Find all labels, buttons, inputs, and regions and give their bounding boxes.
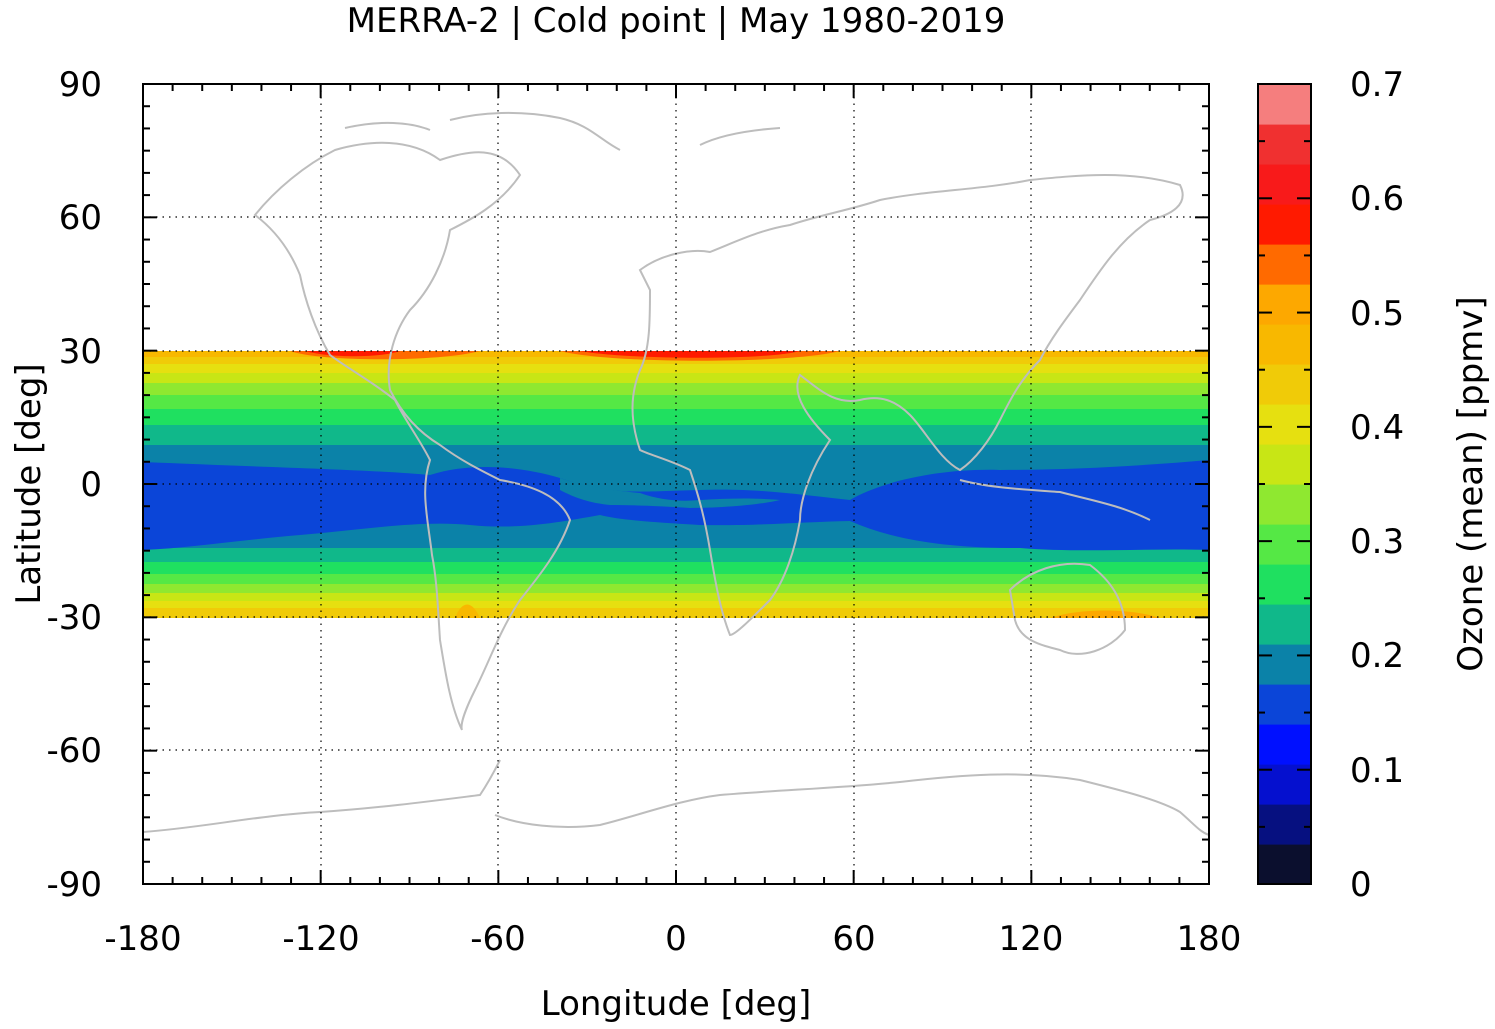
colorbar-segment xyxy=(1258,244,1311,285)
colorbar-segment xyxy=(1258,644,1311,685)
colorbar-segment xyxy=(1258,804,1311,845)
coastlines xyxy=(142,111,1210,836)
y-tick-label: 60 xyxy=(59,198,102,238)
colorbar-tick-label: 0.1 xyxy=(1350,751,1404,791)
colorbar-tick-label: 0 xyxy=(1350,865,1372,905)
colorbar-segment xyxy=(1258,84,1311,125)
colorbar-segment xyxy=(1258,204,1311,245)
colorbar-tick-label: 0.4 xyxy=(1350,408,1404,448)
high-ozone-south-2 xyxy=(1050,610,1160,618)
x-tick-label: 120 xyxy=(999,919,1064,959)
colorbar-tick-label: 0.6 xyxy=(1350,179,1404,219)
colorbar-segment xyxy=(1258,364,1311,405)
x-tick-label: 0 xyxy=(665,919,687,959)
axis-ticks xyxy=(142,83,1210,885)
low-ozone-gap xyxy=(560,478,780,508)
colorbar-tick-label: 0.5 xyxy=(1350,294,1404,334)
y-axis-label: Latitude [deg] xyxy=(9,363,49,604)
colorbar-segment xyxy=(1258,684,1311,725)
y-tick-label: -90 xyxy=(46,865,102,905)
colorbar-segment xyxy=(1258,324,1311,365)
y-tick-label: 90 xyxy=(59,65,102,105)
x-axis-label: Longitude [deg] xyxy=(541,984,812,1024)
colorbar-segment xyxy=(1258,124,1311,165)
colorbar xyxy=(1258,84,1311,885)
x-tick-label: 60 xyxy=(832,919,875,959)
x-tick-label: -120 xyxy=(282,919,359,959)
colorbar-segment xyxy=(1258,604,1311,645)
band-south-orange-1 xyxy=(143,608,1209,618)
colorbar-ticks xyxy=(1258,83,1311,885)
colorbar-segment xyxy=(1258,724,1311,765)
x-tick-label: 180 xyxy=(1177,919,1242,959)
colorbar-segment xyxy=(1258,524,1311,565)
colorbar-tick-label: 0.2 xyxy=(1350,636,1404,676)
colorbar-segment xyxy=(1258,844,1311,885)
colorbar-segment xyxy=(1258,484,1311,525)
y-tick-label: -60 xyxy=(46,731,102,771)
colorbar-tick-label: 0.3 xyxy=(1350,522,1404,562)
high-ozone-south-1 xyxy=(455,604,480,618)
x-tick-label: -180 xyxy=(104,919,181,959)
x-tick-label: -60 xyxy=(470,919,526,959)
chart-title: MERRA-2 | Cold point | May 1980-2019 xyxy=(347,1,1006,41)
colorbar-label: Ozone (mean) [ppmv] xyxy=(1451,296,1491,671)
y-tick-label: 30 xyxy=(59,332,102,372)
colorbar-segment xyxy=(1258,284,1311,325)
colorbar-segment xyxy=(1258,444,1311,485)
y-tick-label: -30 xyxy=(46,598,102,638)
colorbar-tick-label: 0.7 xyxy=(1350,65,1404,105)
colorbar-segment xyxy=(1258,564,1311,605)
y-tick-label: 0 xyxy=(80,465,102,505)
colorbar-segment xyxy=(1258,764,1311,805)
high-ozone-north-4 xyxy=(580,351,800,358)
grid-lines xyxy=(143,84,1209,884)
colorbar-segment xyxy=(1258,404,1311,445)
